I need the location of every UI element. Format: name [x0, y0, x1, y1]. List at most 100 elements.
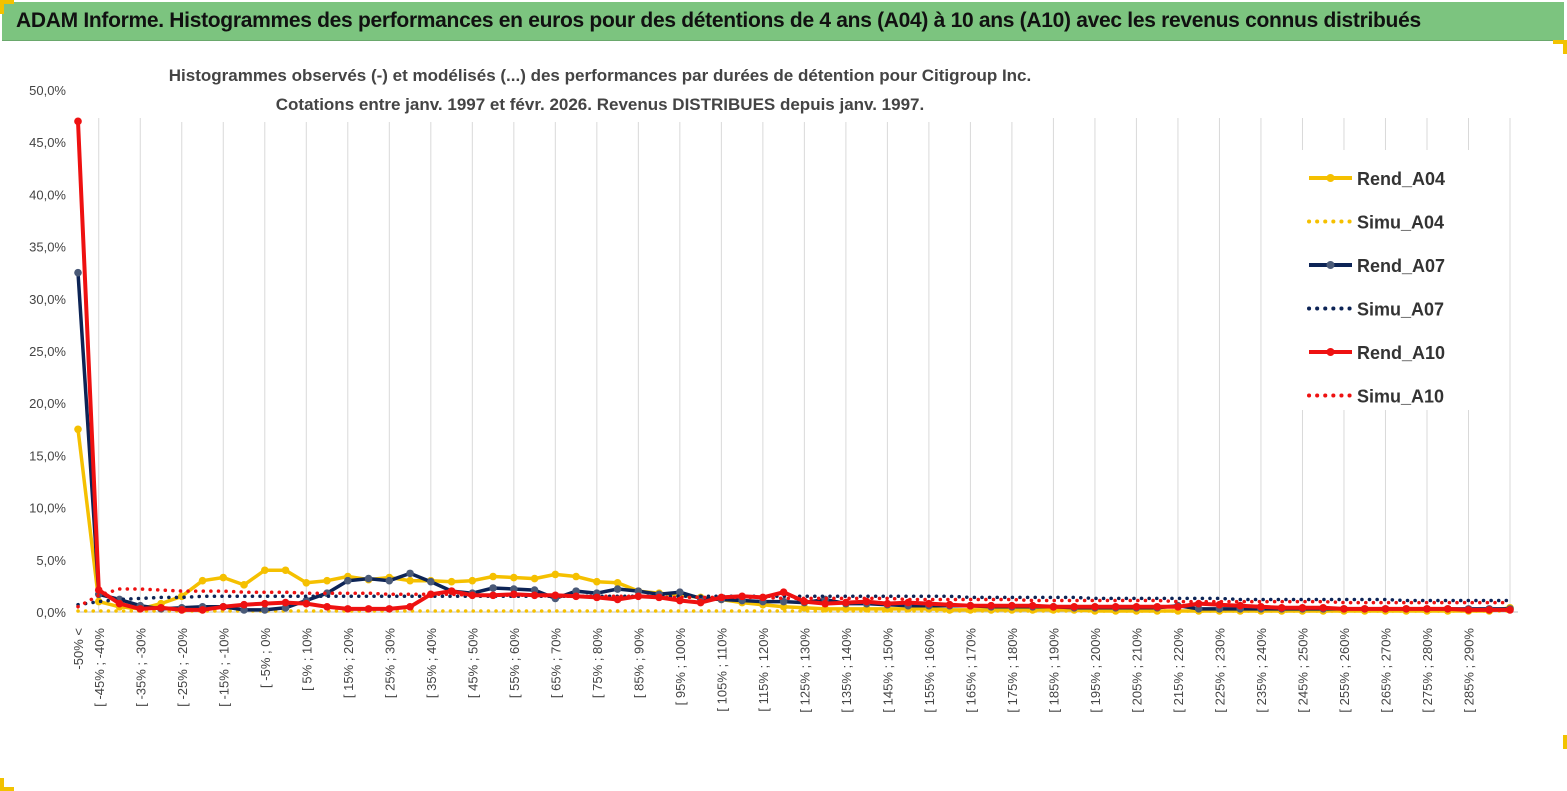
data-point — [323, 602, 331, 611]
data-point — [219, 602, 228, 611]
data-point — [821, 599, 829, 608]
x-tick-label: [ 175% ; 180% — [1005, 628, 1020, 713]
series-line — [76, 587, 1512, 609]
data-point — [1506, 606, 1514, 614]
data-point — [1153, 602, 1161, 611]
data-point — [94, 586, 103, 594]
legend-marker — [1326, 348, 1335, 356]
data-point — [1381, 605, 1390, 613]
chart-title: Histogrammes observés (-) et modélisés (… — [169, 66, 1031, 85]
data-point — [530, 574, 539, 583]
data-point — [198, 606, 207, 614]
y-tick-label: 50,0% — [29, 83, 66, 98]
x-tick-label: [ 135% ; 140% — [839, 628, 854, 713]
data-point — [406, 602, 414, 611]
data-point — [925, 599, 933, 608]
data-point — [800, 604, 809, 612]
data-point — [219, 573, 228, 582]
data-point — [489, 572, 497, 581]
data-point — [510, 585, 518, 593]
legend-label: Rend_A04 — [1357, 169, 1445, 189]
data-point — [634, 592, 643, 601]
x-tick-label: [ 245% ; 250% — [1295, 628, 1310, 713]
data-point — [510, 573, 518, 582]
y-tick-label: 25,0% — [29, 344, 66, 359]
data-point — [427, 577, 435, 586]
x-tick-label: [ 55% ; 60% — [507, 628, 522, 699]
data-point — [468, 591, 477, 600]
data-point — [1049, 602, 1058, 611]
y-tick-label: 10,0% — [29, 501, 66, 516]
corner-mark-top-right-v — [1563, 40, 1567, 54]
data-point — [468, 576, 477, 585]
legend-item: Simu_A07 — [1307, 300, 1444, 320]
series-layer — [74, 117, 1514, 615]
data-point — [1194, 605, 1203, 613]
data-point — [1111, 602, 1120, 611]
data-point — [572, 587, 580, 595]
corner-mark-bottom-left — [0, 778, 4, 791]
y-tick-label: 30,0% — [29, 292, 66, 307]
y-tick-label: 40,0% — [29, 187, 66, 202]
legend-label: Simu_A10 — [1357, 387, 1444, 407]
data-point — [1174, 602, 1182, 611]
legend-item: Simu_A10 — [1307, 387, 1444, 407]
data-point — [1028, 601, 1037, 610]
data-point — [115, 599, 124, 608]
x-tick-label: [ 15% ; 20% — [341, 628, 356, 699]
legend-label: Rend_A10 — [1357, 343, 1445, 363]
data-point — [613, 595, 622, 604]
legend-marker — [1326, 174, 1335, 182]
y-tick-label: 15,0% — [29, 448, 66, 463]
y-tick-label: 45,0% — [29, 135, 66, 150]
data-point — [302, 599, 311, 608]
y-tick-label: 20,0% — [29, 396, 66, 411]
x-tick-label: [ 235% ; 240% — [1254, 628, 1269, 713]
data-point — [281, 604, 290, 612]
data-point — [530, 586, 539, 594]
corner-mark-top-left-v — [0, 0, 4, 14]
x-tick-label: [ -45% ; -40% — [92, 628, 107, 707]
data-point — [240, 606, 248, 614]
data-point — [1464, 606, 1473, 614]
data-point — [1423, 605, 1431, 613]
data-point — [364, 574, 373, 583]
data-point — [1132, 602, 1141, 611]
x-tick-label: [ 285% ; 290% — [1461, 628, 1476, 713]
data-point — [1485, 606, 1494, 614]
y-tick-label: 0,0% — [36, 605, 66, 620]
data-point — [240, 600, 248, 609]
x-tick-label: [ 215% ; 220% — [1171, 628, 1186, 713]
x-tick-label: [ -35% ; -30% — [133, 628, 148, 707]
corner-mark-top-left — [0, 0, 14, 4]
series-simu-a10 — [76, 587, 1512, 609]
x-tick-label: [ 205% ; 210% — [1129, 628, 1144, 713]
data-point — [1340, 605, 1348, 613]
data-point — [385, 605, 394, 613]
x-tick-label: [ 225% ; 230% — [1212, 628, 1227, 713]
data-point — [323, 576, 331, 585]
data-point — [613, 585, 622, 593]
chart-subtitle: Cotations entre janv. 1997 et févr. 2026… — [276, 95, 924, 114]
data-point — [489, 584, 497, 592]
data-point — [94, 597, 103, 606]
series-line — [76, 429, 1511, 613]
report-banner: ADAM Informe. Histogrammes des performan… — [2, 2, 1564, 41]
data-point — [447, 577, 456, 586]
data-point — [593, 577, 601, 586]
x-tick-label: [ 65% ; 70% — [548, 628, 563, 699]
x-tick-label: [ 75% ; 80% — [590, 628, 605, 699]
data-point — [842, 598, 850, 607]
data-point — [1091, 602, 1099, 611]
data-point — [759, 593, 767, 602]
x-tick-label: [ 125% ; 130% — [797, 628, 812, 713]
data-point — [1402, 605, 1411, 613]
data-point — [74, 117, 82, 126]
x-tick-label: [ 255% ; 260% — [1337, 628, 1352, 713]
legend-marker — [1326, 261, 1335, 269]
legend-item: Simu_A04 — [1307, 213, 1444, 233]
series-line — [76, 594, 1512, 607]
data-point — [966, 601, 975, 610]
data-point — [364, 605, 373, 613]
